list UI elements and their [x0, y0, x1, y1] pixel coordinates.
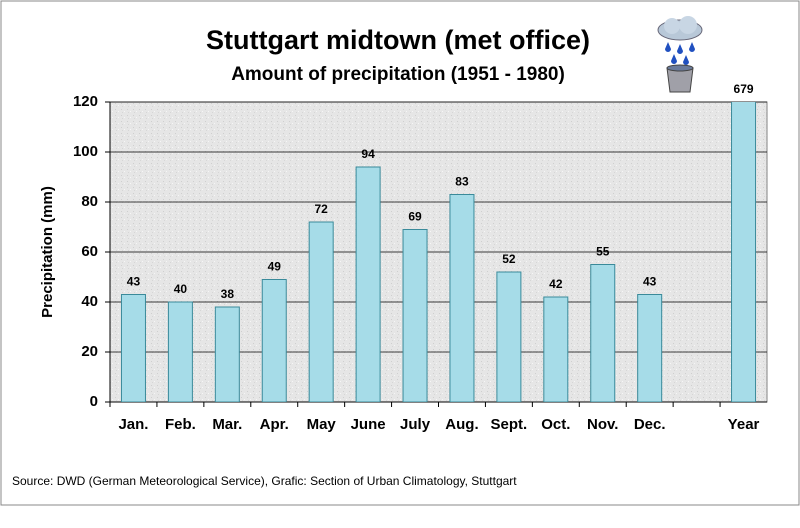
x-tick-label: Aug.: [445, 416, 478, 433]
value-label: 72: [314, 202, 328, 216]
rain-icon: [657, 16, 703, 93]
y-tick-label: 0: [90, 393, 98, 410]
bar: [355, 166, 381, 402]
x-tick-label: Dec.: [634, 416, 666, 433]
y-axis-label: Precipitation (mm): [39, 186, 56, 318]
value-label: 679: [734, 82, 754, 96]
bar: [731, 102, 757, 402]
bar: [402, 229, 428, 402]
value-label: 40: [174, 282, 188, 296]
y-tick-label: 120: [73, 93, 98, 110]
bar: [261, 279, 287, 402]
y-tick-label: 60: [81, 243, 98, 260]
x-tick-label: Sept.: [491, 416, 528, 433]
value-label: 43: [643, 275, 657, 289]
bars: [120, 102, 757, 402]
x-tick-label: June: [351, 416, 386, 433]
value-label: 52: [502, 252, 516, 266]
bar: [167, 301, 193, 402]
x-tick-label: Oct.: [541, 416, 570, 433]
x-tick-label: Feb.: [165, 416, 196, 433]
x-tick-label: Mar.: [212, 416, 242, 433]
bar: [449, 194, 475, 402]
value-label: 69: [408, 210, 422, 224]
value-label: 83: [455, 175, 469, 189]
bar: [543, 296, 569, 402]
x-tick-label: May: [307, 416, 337, 433]
value-label: 55: [596, 245, 610, 259]
y-tick-label: 40: [81, 293, 98, 310]
value-label: 42: [549, 277, 563, 291]
x-tick-label: July: [400, 416, 431, 433]
chart-subtitle: Amount of precipitation (1951 - 1980): [231, 64, 565, 85]
source-note: Source: DWD (German Meteorological Servi…: [12, 474, 517, 488]
bar: [637, 294, 663, 402]
value-label: 49: [268, 260, 282, 274]
y-tick-label: 80: [81, 193, 98, 210]
value-label: 94: [361, 147, 375, 161]
bar: [214, 306, 240, 402]
y-tick-label: 100: [73, 143, 98, 160]
bar: [590, 264, 616, 402]
bar: [496, 271, 522, 402]
chart-title: Stuttgart midtown (met office): [206, 25, 590, 55]
bar: [308, 221, 334, 402]
x-tick-label: Jan.: [118, 416, 148, 433]
x-tick-label: Apr.: [260, 416, 289, 433]
bar: [120, 294, 146, 402]
x-tick-label: Nov.: [587, 416, 618, 433]
x-tick-label: Year: [728, 416, 760, 433]
value-label: 38: [221, 287, 235, 301]
y-tick-label: 20: [81, 343, 98, 360]
value-label: 43: [127, 275, 141, 289]
